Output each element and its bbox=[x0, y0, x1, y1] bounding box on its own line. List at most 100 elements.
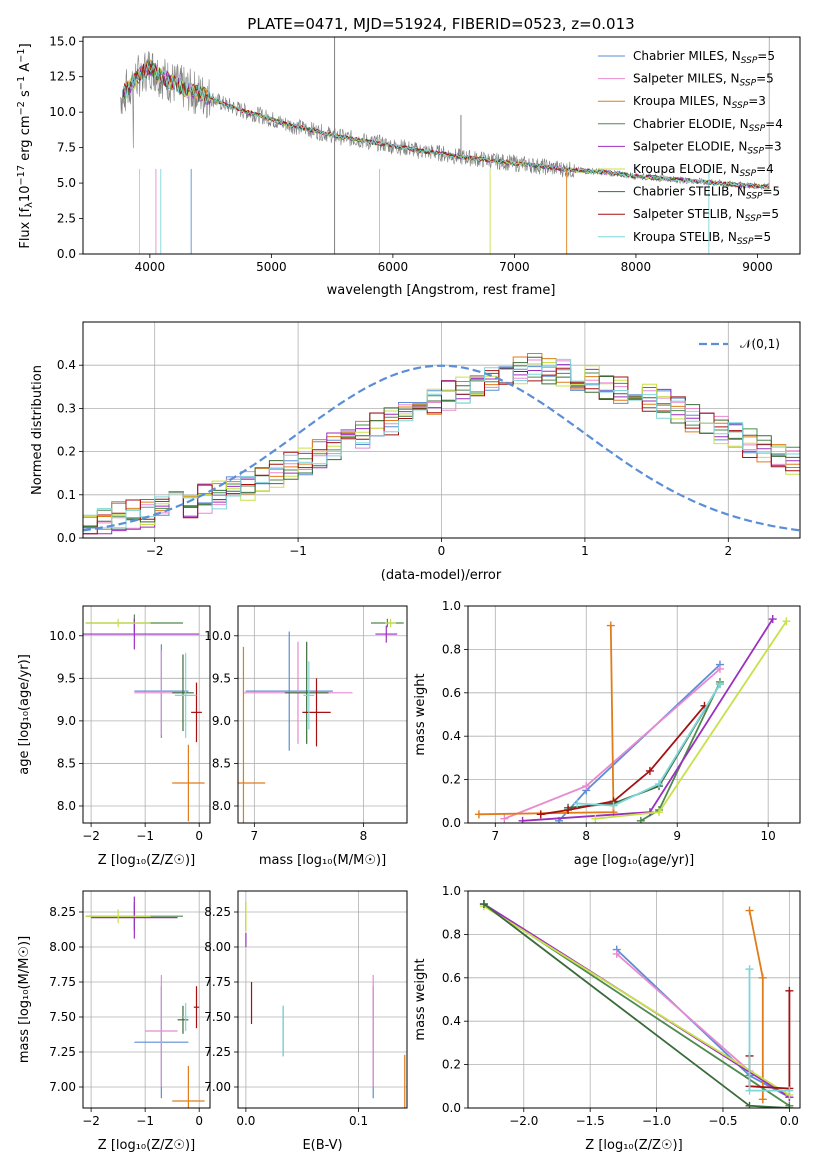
age-vs-mass-xlabel: mass [log₁₀(M/M☉)] bbox=[259, 853, 386, 868]
mass-vs-z-ytick-label: 8.25 bbox=[49, 905, 76, 919]
weight-vs-z-xtick-label: −1.5 bbox=[576, 1114, 605, 1128]
weight-vs-age-point bbox=[518, 816, 527, 823]
age-vs-mass-axes bbox=[238, 606, 407, 823]
age-vs-z-xtick-label: 0 bbox=[195, 829, 203, 843]
hist-series-6 bbox=[83, 356, 800, 530]
weight-vs-z-point bbox=[745, 906, 754, 915]
legend-label-1: Salpeter MILES, NSSP=5 bbox=[633, 72, 774, 89]
legend-label-8: Kroupa STELIB, NSSP=5 bbox=[633, 230, 771, 247]
hist-ylabel: Normed distribution bbox=[30, 365, 45, 495]
weight-vs-z-series-5 bbox=[483, 905, 790, 1096]
weight-vs-z-ytick-label: 0.2 bbox=[442, 1058, 461, 1072]
spectrum-xtick-label: 4000 bbox=[135, 260, 166, 274]
weight-vs-age-ytick-label: 1.0 bbox=[442, 599, 461, 613]
spectrum-ytick-label: 15.0 bbox=[49, 34, 76, 48]
mass-vs-ebv-frame bbox=[237, 890, 408, 1109]
weight-vs-age-plot bbox=[474, 615, 791, 823]
age-vs-mass-ytick-label: 9.5 bbox=[212, 671, 231, 685]
spectrum-frame bbox=[82, 36, 801, 255]
weight-vs-z-point bbox=[785, 1104, 794, 1108]
weight-vs-z-ytick-label: 0.8 bbox=[442, 927, 461, 941]
weight-vs-age-series-6 bbox=[568, 683, 721, 809]
age-vs-z-ytick-label: 9.5 bbox=[57, 671, 76, 685]
legend-label-0: Chabrier MILES, NSSP=5 bbox=[633, 49, 775, 66]
weight-vs-age-point bbox=[655, 808, 664, 817]
mass-vs-ebv-axes bbox=[238, 891, 407, 1108]
mass-vs-ebv-xlabel: E(B-V) bbox=[302, 1138, 342, 1153]
age-vs-z-xtick-label: −1 bbox=[136, 829, 154, 843]
age-vs-z-ytick-label: 8.0 bbox=[57, 799, 76, 813]
weight-vs-age-point bbox=[655, 779, 664, 788]
spectrum-ytick-label: 5.0 bbox=[57, 176, 76, 190]
weight-vs-age-xtick-label: 10 bbox=[761, 829, 776, 843]
weight-vs-age-point bbox=[591, 814, 600, 823]
hist-plot bbox=[83, 353, 800, 535]
weight-vs-age-point bbox=[564, 805, 573, 814]
weight-vs-age-series-5 bbox=[595, 620, 788, 820]
mass-vs-z-xlabel: Z [log₁₀(Z/Z☉)] bbox=[98, 1138, 195, 1153]
mass-vs-z-plot bbox=[85, 896, 205, 1108]
mass-vs-z-ytick-label: 7.00 bbox=[49, 1080, 76, 1094]
weight-vs-z-series-8 bbox=[748, 969, 790, 1092]
weight-vs-age-series-7 bbox=[540, 705, 706, 816]
hist-series-1 bbox=[83, 359, 800, 535]
weight-vs-age-frame bbox=[467, 605, 801, 824]
hist-series-7 bbox=[83, 367, 800, 535]
age-vs-mass-frame bbox=[237, 605, 408, 824]
hist-xlabel: (data-model)/error bbox=[381, 568, 502, 583]
weight-vs-age-point bbox=[636, 816, 645, 823]
weight-vs-age-point bbox=[715, 664, 724, 673]
legend-label-4: Salpeter ELODIE, NSSP=3 bbox=[633, 139, 782, 156]
weight-vs-z-plot bbox=[479, 900, 794, 1108]
weight-vs-age-point bbox=[609, 801, 618, 810]
weight-vs-z-ytick-label: 0.4 bbox=[442, 1014, 461, 1028]
weight-vs-z-ytick-label: 0.6 bbox=[442, 971, 461, 985]
weight-vs-age-ytick-label: 0.8 bbox=[442, 642, 461, 656]
mass-vs-ebv-ytick-label: 7.50 bbox=[204, 1010, 231, 1024]
mass-vs-z-axes bbox=[83, 891, 210, 1108]
weight-vs-age-point bbox=[536, 810, 545, 819]
mass-vs-z-ytick-label: 7.75 bbox=[49, 975, 76, 989]
weight-vs-age-series-0 bbox=[558, 663, 721, 822]
legend-normal-label: 𝒩(0,1) bbox=[740, 337, 780, 351]
hist-series-2 bbox=[83, 353, 800, 518]
hist-xtick-label: −2 bbox=[146, 544, 164, 558]
age-vs-mass-xtick-label: 7 bbox=[251, 829, 259, 843]
spectrum-title: PLATE=0471, MJD=51924, FIBERID=0523, z=0… bbox=[247, 15, 634, 33]
weight-vs-z-point bbox=[785, 1086, 794, 1095]
weight-vs-z-point bbox=[758, 1095, 767, 1104]
legend-label-2: Kroupa MILES, NSSP=3 bbox=[633, 94, 766, 111]
mass-vs-z-ytick-label: 8.00 bbox=[49, 940, 76, 954]
age-vs-z-ytick-label: 8.5 bbox=[57, 756, 76, 770]
model-spectrum-8 bbox=[122, 64, 770, 189]
hist-ytick-label: 0.1 bbox=[57, 488, 76, 502]
weight-vs-age-series-2 bbox=[478, 625, 615, 816]
mass-vs-ebv-ytick-label: 7.00 bbox=[204, 1080, 231, 1094]
mass-vs-z-ylabel: mass [log₁₀(M/M☉)] bbox=[17, 936, 32, 1063]
weight-vs-age-xtick-label: 8 bbox=[582, 829, 590, 843]
weight-vs-age-point bbox=[782, 617, 791, 626]
spectrum-ytick-label: 12.5 bbox=[49, 70, 76, 84]
age-vs-mass-xtick-label: 8 bbox=[360, 829, 368, 843]
weight-vs-age-xtick-label: 7 bbox=[491, 829, 499, 843]
weight-vs-z-point bbox=[612, 949, 621, 958]
weight-vs-age-point bbox=[715, 680, 724, 689]
mass-vs-z-xtick-label: 0 bbox=[195, 1114, 203, 1128]
weight-vs-z-point bbox=[758, 973, 767, 982]
weight-vs-z-xlabel: Z [log₁₀(Z/Z☉)] bbox=[585, 1138, 682, 1153]
weight-vs-age-point bbox=[606, 621, 615, 630]
hist-ytick-label: 0.4 bbox=[57, 358, 76, 372]
weight-vs-age-point bbox=[582, 782, 591, 791]
age-vs-mass-plot bbox=[238, 618, 404, 823]
weight-vs-age-ytick-label: 0.6 bbox=[442, 686, 461, 700]
weight-vs-age-series-8 bbox=[577, 683, 721, 807]
weight-vs-z-ylabel: mass weight bbox=[413, 958, 428, 1040]
weight-vs-z-xtick-label: −1.0 bbox=[642, 1114, 671, 1128]
hist-series-5 bbox=[83, 362, 800, 529]
age-vs-z-xtick-label: −2 bbox=[82, 829, 100, 843]
spectrum-ytick-label: 2.5 bbox=[57, 212, 76, 226]
spectrum-ytick-label: 7.5 bbox=[57, 141, 76, 155]
weight-vs-age-point bbox=[474, 810, 483, 819]
hist-ytick-label: 0.2 bbox=[57, 445, 76, 459]
